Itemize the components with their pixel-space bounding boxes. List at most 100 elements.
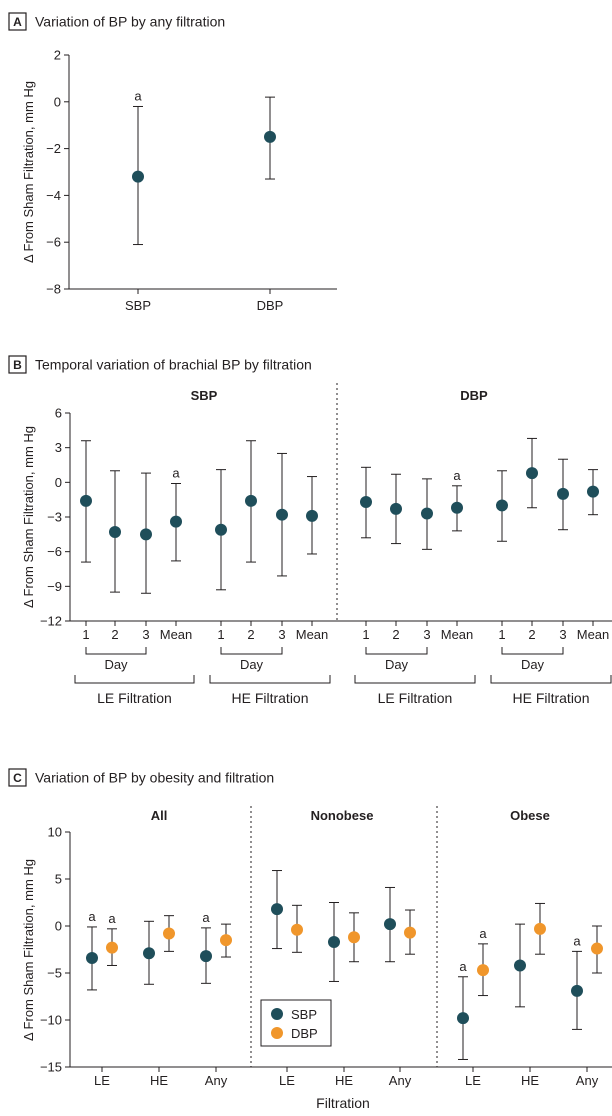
panel-b-x-tick-label: 3 xyxy=(142,627,149,642)
significance-mark: a xyxy=(453,468,461,483)
estimate-point xyxy=(457,1012,469,1025)
panel-c-y-tick-label: −5 xyxy=(47,966,62,981)
panel-b-day-bracket: Day xyxy=(501,647,564,672)
panel-c-y-tick-label: −15 xyxy=(40,1060,62,1075)
estimate-point xyxy=(245,494,257,507)
panel-a-y-tick-label: −4 xyxy=(46,188,61,203)
panel-c-point-sbp: a xyxy=(571,933,583,1030)
panel-a-y-tick-label: 2 xyxy=(54,48,61,63)
panel-b-point xyxy=(421,478,433,550)
panel-a-header: A Variation of BP by any filtration xyxy=(8,12,225,31)
panel-a-x-tick-label: DBP xyxy=(257,298,284,313)
panel-c-x-tick-label: Any xyxy=(205,1073,228,1088)
panel-b-plot: 6 3 0 −3 −6 −9 −12 Δ From Sham Filtration, mm H… xyxy=(21,383,612,706)
estimate-point xyxy=(328,935,340,948)
estimate-point xyxy=(200,950,212,963)
panel-c-letter-box xyxy=(8,768,27,787)
estimate-point xyxy=(264,130,276,143)
panel-b-x-tick-label: Mean xyxy=(441,627,474,642)
panel-c-group-title: Obese xyxy=(510,808,550,823)
panel-b-x-tick-label: 3 xyxy=(423,627,430,642)
panel-b-group-title: DBP xyxy=(460,388,488,403)
bracket-line xyxy=(501,647,564,655)
panel-b-point xyxy=(306,476,318,555)
panel-b-point xyxy=(80,440,92,563)
panel-c-group-title: Nonobese xyxy=(311,808,374,823)
estimate-point xyxy=(557,487,569,500)
significance-mark: a xyxy=(479,926,487,941)
panel-b-filtration-bracket: HE Filtration xyxy=(490,675,612,706)
estimate-point xyxy=(106,941,118,954)
bracket-line xyxy=(220,647,283,655)
estimate-point xyxy=(109,526,121,539)
panel-b-y-label: Δ From Sham Filtration, mm Hg xyxy=(21,426,36,608)
panel-c-x-tick-label: LE xyxy=(94,1073,110,1088)
panel-c-point-dbp xyxy=(348,912,360,963)
bracket-line xyxy=(209,675,331,684)
panel-a-letter: A xyxy=(13,15,22,29)
legend-swatch-sbp xyxy=(271,1008,283,1020)
panel-b-point xyxy=(557,458,569,531)
panel-c-x-tick-label: Any xyxy=(389,1073,412,1088)
significance-mark: a xyxy=(172,465,180,480)
panel-b-x-tick-label: 1 xyxy=(217,627,224,642)
panel-b-point xyxy=(496,470,508,542)
estimate-point xyxy=(514,959,526,972)
panel-b-x-tick-label: 2 xyxy=(247,627,254,642)
estimate-point xyxy=(132,170,144,183)
panel-b-day-label: Day xyxy=(385,657,409,672)
panel-b-letter: B xyxy=(13,358,22,372)
panel-b-x-tick-label: 2 xyxy=(528,627,535,642)
panel-c-point-sbp: a xyxy=(457,959,469,1060)
panel-b-y-tick-label: 6 xyxy=(55,406,62,421)
panel-b-filtration-bracket: HE Filtration xyxy=(209,675,331,706)
panel-c-x-tick-label: Any xyxy=(576,1073,599,1088)
panel-c-group-title: All xyxy=(151,808,168,823)
legend-box xyxy=(260,999,332,1047)
panel-b-y-tick-label: −6 xyxy=(47,544,62,559)
panel-a-point xyxy=(264,96,276,180)
estimate-point xyxy=(384,918,396,931)
estimate-point xyxy=(348,931,360,944)
panel-c-legend: SBP DBP xyxy=(260,999,332,1047)
panel-b-x-tick-label: Mean xyxy=(296,627,329,642)
estimate-point xyxy=(496,499,508,512)
estimate-point xyxy=(526,467,538,480)
panel-b-point xyxy=(360,466,372,539)
panel-b-day-bracket: Day xyxy=(220,647,283,672)
panel-b-y-tick-label: −3 xyxy=(47,510,62,525)
significance-mark: a xyxy=(459,959,467,974)
estimate-point xyxy=(86,951,98,964)
panel-c-y-tick-label: 10 xyxy=(48,825,62,840)
estimate-point xyxy=(421,507,433,520)
panel-b-x-tick-label: Mean xyxy=(577,627,610,642)
panel-b-day-label: Day xyxy=(104,657,128,672)
estimate-point xyxy=(220,934,232,947)
panel-c-point-dbp: a xyxy=(106,911,118,966)
panel-b-title: Temporal variation of brachial BP by fil… xyxy=(35,357,312,373)
panel-c-y-label: Δ From Sham Filtration, mm Hg xyxy=(21,859,36,1041)
panel-a-x-tick-label: SBP xyxy=(125,298,151,313)
panel-c-point-sbp xyxy=(328,902,340,982)
panel-b-x-tick-label: 1 xyxy=(362,627,369,642)
panel-b-day-bracket: Day xyxy=(365,647,428,672)
panel-b-y-tick-label: −12 xyxy=(40,614,62,629)
panel-b-point: a xyxy=(451,468,463,532)
panel-b-day-label: Day xyxy=(240,657,264,672)
panel-c-y-tick-label: 5 xyxy=(55,872,62,887)
panel-b-point xyxy=(215,469,227,591)
panel-c-y-tick-label: 0 xyxy=(55,919,62,934)
panel-a-y-tick-label: −8 xyxy=(46,282,61,297)
panel-c-point-sbp xyxy=(143,920,155,985)
legend-label-dbp: DBP xyxy=(291,1026,318,1041)
bracket-line xyxy=(490,675,612,684)
estimate-point xyxy=(140,528,152,541)
panel-c-plot: 10 5 0 −5 −10 −15 Δ From Sham Filtration, mm H… xyxy=(21,806,612,1111)
estimate-point xyxy=(477,964,489,977)
panel-c-y-tick-label: −10 xyxy=(40,1013,62,1028)
estimate-point xyxy=(163,927,175,940)
panel-c-point-sbp: a xyxy=(200,910,212,984)
panel-c-point-dbp: a xyxy=(477,926,489,997)
bracket-line xyxy=(85,647,147,655)
